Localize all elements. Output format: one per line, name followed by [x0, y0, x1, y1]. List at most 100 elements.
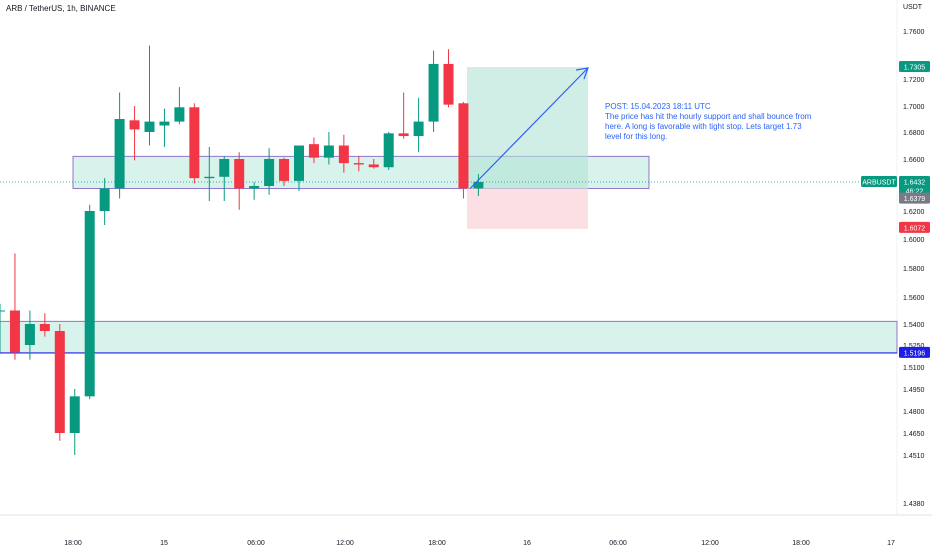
- candle-body: [69, 396, 80, 433]
- price-tick-label: 1.7000: [903, 104, 925, 111]
- price-tick-label: 1.4380: [903, 501, 925, 508]
- ticker-badge: ARBUSDT: [861, 176, 897, 187]
- candle-body: [279, 159, 290, 181]
- candle-body: [338, 145, 349, 164]
- candle-body: [323, 145, 334, 158]
- candle: [144, 45, 155, 146]
- time-tick-label: 18:00: [792, 540, 810, 547]
- target-price-badge-bg: [899, 61, 930, 72]
- annotation-line: here. A long is favorable with tight sto…: [605, 122, 802, 131]
- candle: [99, 178, 110, 225]
- price-tick-label: 1.4510: [903, 453, 925, 460]
- candle: [129, 106, 140, 161]
- candle-body: [204, 176, 215, 179]
- candle: [458, 101, 469, 199]
- current-price-badge-text: 1.6432: [904, 180, 926, 187]
- price-tick-label: 1.6800: [903, 130, 925, 137]
- candle-body: [39, 324, 50, 331]
- candle-body: [264, 159, 275, 186]
- candle-body: [353, 163, 364, 165]
- candle-body: [368, 164, 379, 168]
- candle: [428, 50, 439, 132]
- price-tick-label: 1.5250: [903, 343, 925, 350]
- candle: [114, 92, 125, 199]
- candle-body: [84, 211, 95, 397]
- candle: [174, 87, 185, 125]
- candle: [413, 97, 424, 153]
- candle: [0, 303, 5, 353]
- candle-body: [9, 310, 20, 353]
- candle: [473, 174, 484, 196]
- time-tick-label: 17: [887, 540, 895, 547]
- candle-body: [458, 103, 469, 189]
- candle-body: [249, 186, 260, 189]
- candle-body: [0, 310, 5, 312]
- entry-price-badge-text: 1.6379: [904, 196, 926, 203]
- annotation-line: The price has hit the hourly support and…: [605, 112, 812, 121]
- target-price-badge-text: 1.7305: [904, 65, 926, 72]
- ticker-badge-bg: [861, 176, 897, 187]
- candle: [54, 324, 65, 441]
- candle: [159, 108, 170, 147]
- price-tick-label: 1.7200: [903, 77, 925, 84]
- target-arrow-head: [575, 67, 589, 80]
- candle-body: [219, 159, 230, 177]
- candle: [219, 156, 230, 201]
- time-tick-label: 18:00: [64, 540, 82, 547]
- time-tick-label: 06:00: [247, 540, 265, 547]
- candle: [383, 132, 394, 170]
- candle: [279, 157, 290, 186]
- candle: [294, 145, 304, 191]
- price-tick-label: 1.4650: [903, 431, 925, 438]
- symbol-title: ARB / TetherUS, 1h, BINANCE: [6, 4, 116, 13]
- candle: [9, 253, 20, 360]
- candle-body: [428, 63, 439, 122]
- candle: [323, 132, 334, 165]
- candle-body: [413, 121, 424, 137]
- price-tick-label: 1.5600: [903, 295, 925, 302]
- stop-price-badge-text: 1.6072: [904, 225, 926, 232]
- countdown-badge-text: 46:22: [906, 189, 924, 196]
- time-tick-label: 18:00: [428, 540, 446, 547]
- price-tick-label: 1.4800: [903, 409, 925, 416]
- stop-zone: [467, 188, 588, 229]
- support-zone-lower: [0, 320, 898, 354]
- candle-body: [294, 145, 304, 181]
- ticker-badge-text: ARBUSDT: [862, 180, 896, 187]
- time-tick-label: 15: [160, 540, 168, 547]
- candle: [39, 313, 50, 337]
- price-tick-label: 1.6000: [903, 237, 925, 244]
- candle-body: [473, 182, 484, 189]
- candle: [204, 146, 215, 201]
- candle-body: [114, 119, 125, 189]
- price-tick-label: 1.5800: [903, 266, 925, 273]
- target-price-badge: 1.7305: [899, 61, 930, 72]
- support-price-badge-bg: [899, 346, 930, 358]
- candle-body: [189, 107, 200, 179]
- stop-price-badge: 1.6072: [899, 221, 930, 233]
- annotation-line: POST: 15.04.2023 18:11 UTC: [605, 102, 711, 111]
- axis-currency-label: USDT: [903, 4, 923, 11]
- price-tick-label: 1.6200: [903, 209, 925, 216]
- candle-body: [24, 324, 35, 345]
- candle: [368, 159, 379, 169]
- candle: [84, 204, 95, 400]
- price-tick-label: 1.4950: [903, 387, 925, 394]
- candle-body: [174, 107, 185, 122]
- candle: [249, 182, 260, 200]
- candle-body: [159, 121, 170, 126]
- candle-body: [398, 133, 409, 137]
- candle-body: [144, 121, 155, 132]
- entry-price-badge-bg: [899, 192, 930, 204]
- candle: [443, 49, 454, 108]
- current-price-badge: 1.6432: [899, 176, 930, 187]
- candle-body: [54, 331, 65, 433]
- support-price-badge: 1.5196: [899, 346, 930, 358]
- candle: [338, 134, 349, 173]
- candle-body: [443, 63, 454, 105]
- candle-body: [234, 159, 245, 189]
- price-tick-label: 1.7600: [903, 29, 925, 36]
- target-zone: [467, 67, 588, 189]
